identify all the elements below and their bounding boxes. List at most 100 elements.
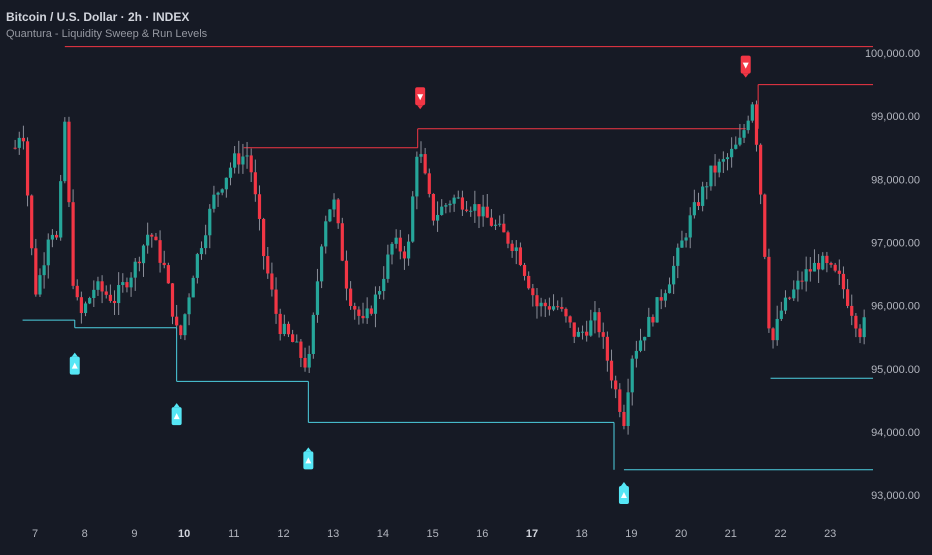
candle-body [357,309,361,316]
candle-body [133,261,137,278]
candle-body [489,217,494,226]
candle [440,199,444,216]
candle [435,201,440,232]
candle-body [734,144,738,149]
candle [361,302,365,324]
candle-body [440,206,444,215]
candle-body [406,241,411,259]
candle-body [117,285,121,304]
candle [141,244,146,277]
time-axis-label: 17 [526,528,538,540]
marker-pointer [173,403,180,408]
candle [800,271,804,290]
candle [845,279,850,309]
candle [170,283,175,325]
candle-body [651,316,655,323]
candle-body [415,156,419,197]
candle [692,189,696,219]
candle [531,283,535,307]
candle [208,204,212,249]
candle-body [295,341,299,343]
candle-body [522,264,527,276]
candle-body [199,248,204,255]
buy-signal-marker[interactable] [171,403,182,426]
price-axis[interactable]: 100,000.00 99,000.00 98,000.00 97,000.00 96,… [865,48,920,502]
candle [788,296,792,301]
indicator-label[interactable]: Quantura - Liquidity Sweep & Run Levels [6,28,208,40]
candle [311,312,315,359]
candle [59,174,63,241]
candle [50,229,54,248]
candle [328,209,332,223]
time-axis-label: 11 [228,528,239,540]
candle [274,277,278,324]
candle [411,191,415,243]
candle [477,204,481,229]
candle-body [775,318,779,341]
time-axis-label: 18 [576,528,588,540]
candle [419,141,423,164]
sell-signal-marker[interactable] [415,87,426,110]
candle [216,191,220,207]
time-axis[interactable]: 7 8 9 10 11 12 13 14 15 16 17 18 19 20 21 22 23 [32,528,836,540]
candle [54,231,59,240]
candle [25,137,30,207]
marker-pointer [71,352,78,357]
candle [502,213,506,233]
candle [709,165,713,191]
candle-body [481,206,485,217]
candle-body [821,255,825,270]
candle-body [535,295,539,307]
candle [212,185,216,213]
candle-body [71,202,75,286]
candle [133,258,137,291]
candle-body [17,137,21,148]
candle-body [460,197,465,210]
candle-body [597,312,601,333]
buy-signal-marker[interactable] [69,352,80,375]
candle-body [527,275,531,289]
candle [580,325,585,340]
candle [34,238,38,297]
price-axis-label: 100,000.00 [865,48,920,60]
candle-body [659,297,663,301]
candle-body [108,294,112,301]
symbol-title[interactable]: Bitcoin / U.S. Dollar · 2h · INDEX [6,10,190,24]
candle-body [266,256,270,274]
candle [344,250,349,301]
candle-body [572,322,576,337]
candle [257,185,262,231]
candle [191,275,195,298]
candle [448,200,452,213]
candle-body [402,251,407,259]
time-axis-label: 10 [178,528,190,540]
arrow-down-icon [742,62,749,69]
candle-body [543,302,547,307]
candle [568,315,572,328]
candle [701,181,705,212]
candle [125,277,129,293]
candle [423,147,427,175]
buy-signal-marker[interactable] [303,447,314,470]
candle-body [208,208,212,236]
candle [17,131,21,155]
sell-signal-marker[interactable] [740,55,751,78]
candle [854,312,858,338]
candle-body [154,236,158,241]
candle [589,309,593,337]
candle-body [754,104,759,145]
candle-body [771,328,775,341]
candle-body [477,204,481,217]
candle-body [187,297,191,315]
candle-body [233,153,237,168]
candle-body [100,281,104,292]
candle [112,290,117,315]
candle [804,256,808,292]
candle [742,124,746,143]
candle [593,301,597,334]
time-axis-label: 9 [131,528,137,540]
buy-signal-marker[interactable] [618,482,629,505]
candle-body [721,159,725,162]
